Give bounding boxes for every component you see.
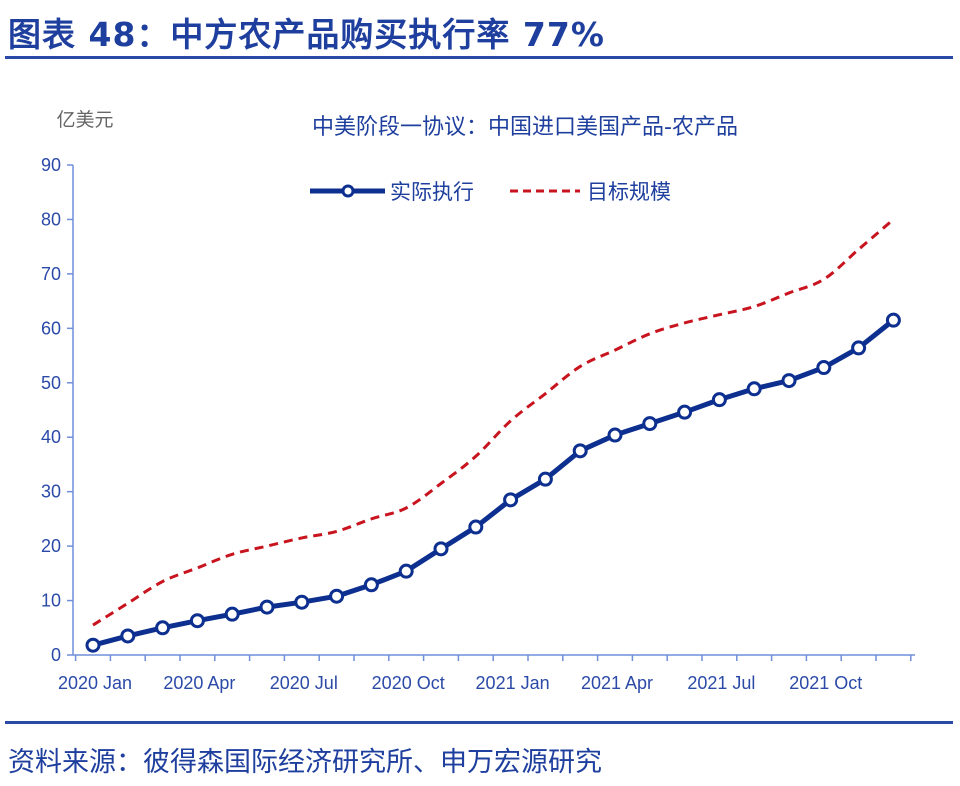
data-point-actual: [294, 594, 310, 610]
x-tick-label: 2020 Jul: [270, 673, 338, 693]
legend-label-actual: 实际执行: [390, 180, 474, 204]
series-line-target: [92, 218, 895, 627]
bottom-divider: [5, 721, 953, 724]
legend-label-target: 目标规模: [587, 180, 671, 204]
data-point-actual: [503, 492, 519, 508]
y-axis-unit: 亿美元: [56, 109, 113, 131]
series-line-actual: [92, 318, 895, 648]
y-tick-label: 20: [41, 536, 61, 556]
y-tick-label: 80: [41, 209, 61, 229]
data-point-actual: [363, 577, 379, 593]
x-tick-label: 2021 Jan: [476, 673, 550, 693]
data-point-actual: [816, 360, 832, 376]
data-point-actual: [433, 541, 449, 557]
data-point-actual: [607, 427, 623, 443]
figure-title: 图表 48：中方农产品购买执行率 77%: [8, 15, 605, 54]
y-tick-label: 0: [51, 645, 61, 665]
legend: 实际执行 目标规模: [310, 180, 671, 204]
data-point-actual: [537, 471, 553, 487]
x-tick-label: 2020 Apr: [163, 673, 235, 693]
data-point-actual: [572, 443, 588, 459]
chart-title: 中美阶段一协议：中国进口美国产品-农产品: [312, 115, 738, 140]
y-tick-label: 30: [41, 482, 61, 502]
data-point-actual: [468, 519, 484, 535]
data-point-actual: [711, 392, 727, 408]
legend-marker-actual: [341, 184, 355, 198]
data-point-actual: [259, 599, 275, 615]
y-tick-label: 60: [41, 318, 61, 338]
x-tick-label: 2021 Jul: [687, 673, 755, 693]
data-point-actual: [85, 637, 101, 653]
x-tick-label: 2021 Oct: [789, 673, 862, 693]
x-tick-label: 2020 Jan: [58, 673, 132, 693]
y-tick-label: 50: [41, 373, 61, 393]
x-tick-label: 2021 Apr: [581, 673, 653, 693]
data-point-actual: [329, 588, 345, 604]
data-point-actual: [642, 416, 658, 432]
x-tick-label: 2020 Oct: [372, 673, 445, 693]
data-point-actual: [746, 381, 762, 397]
data-point-actual: [781, 373, 797, 389]
y-tick-label: 90: [41, 155, 61, 175]
data-point-actual: [224, 606, 240, 622]
data-point-actual: [120, 628, 136, 644]
data-point-actual: [851, 340, 867, 356]
y-tick-label: 70: [41, 264, 61, 284]
data-point-actual: [189, 613, 205, 629]
data-point-actual: [677, 404, 693, 420]
data-point-actual: [885, 312, 901, 328]
source-note: 资料来源：彼得森国际经济研究所、申万宏源研究: [8, 747, 602, 778]
y-tick-label: 40: [41, 427, 61, 447]
data-point-actual: [155, 620, 171, 636]
data-point-actual: [398, 563, 414, 579]
y-tick-label: 10: [41, 591, 61, 611]
top-divider: [5, 56, 953, 59]
